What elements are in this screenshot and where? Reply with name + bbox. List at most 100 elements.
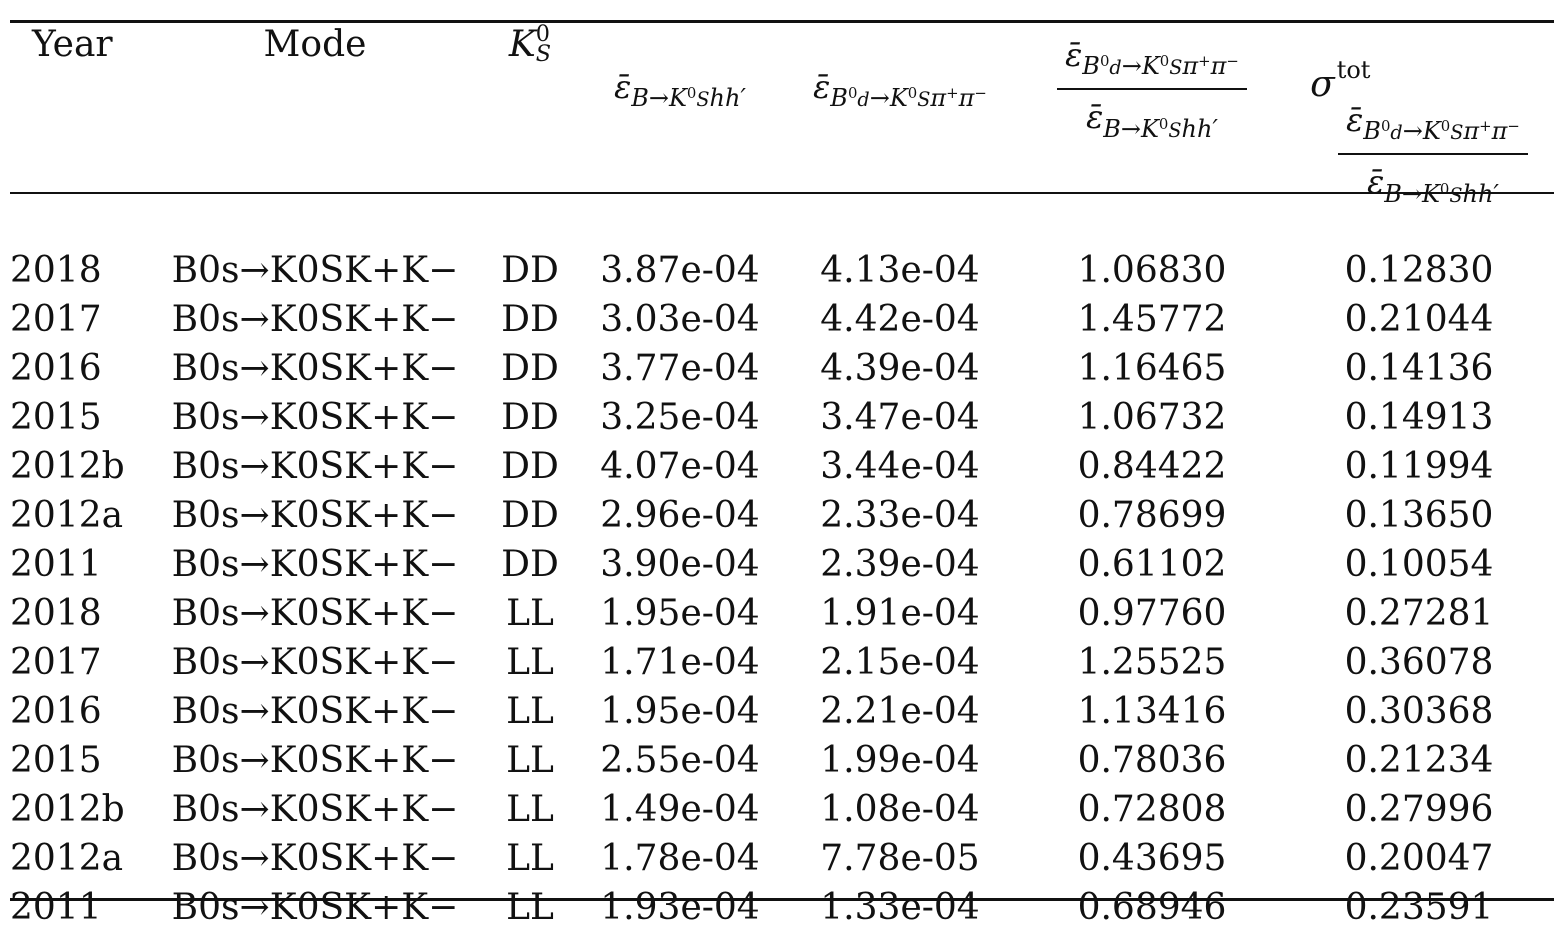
cell-ratio-text: 1.06732 <box>1077 397 1227 438</box>
cell-sigma-text: 0.13650 <box>1344 495 1494 536</box>
cell-mode: B0s→K0SK+K− <box>150 638 480 687</box>
header-year: Year <box>10 24 150 236</box>
cell-mode: B0s→K0SK+K− <box>150 687 480 736</box>
cell-ratio-text: 0.61102 <box>1077 544 1227 585</box>
cell-mode-text: B0s→K0SK+K− <box>171 887 459 928</box>
cell-eff-pipi-text: 2.39e-04 <box>820 544 980 585</box>
cell-eff-pipi-text: 1.33e-04 <box>820 887 980 928</box>
cell-ratio: 0.61102 <box>1020 540 1284 589</box>
ratio-fraction: ε̄B0d→K0Sπ+π− ε̄B→K0Shh′ <box>1057 36 1247 143</box>
cell-eff-pipi: 4.39e-04 <box>780 344 1020 393</box>
cell-sigma: 0.23591 <box>1284 883 1554 932</box>
cell-ks: LL <box>480 589 580 638</box>
cell-ks-text: LL <box>506 593 554 634</box>
sigma-fraction: ε̄B0d→K0Sπ+π− ε̄B→K0Shh′ <box>1338 101 1528 208</box>
cell-year-text: 2012b <box>10 789 125 830</box>
cell-ks: LL <box>480 736 580 785</box>
cell-eff-hh-text: 1.71e-04 <box>600 642 760 683</box>
cell-ratio: 0.97760 <box>1020 589 1284 638</box>
cell-eff-hh: 2.55e-04 <box>580 736 780 785</box>
cell-year-text: 2018 <box>10 250 102 291</box>
cell-ratio-text: 1.25525 <box>1077 642 1227 683</box>
cell-ks-text: LL <box>506 789 554 830</box>
cell-ks: DD <box>480 442 580 491</box>
cell-sigma: 0.21044 <box>1284 295 1554 344</box>
table-row: 2018 B0s→K0SK+K− LL 1.95e-04 1.91e-04 0.… <box>10 589 1554 638</box>
cell-eff-hh-text: 1.78e-04 <box>600 838 760 879</box>
cell-eff-pipi: 1.99e-04 <box>780 736 1020 785</box>
cell-eff-pipi: 1.08e-04 <box>780 785 1020 834</box>
table-row: 2012a B0s→K0SK+K− DD 2.96e-04 2.33e-04 0… <box>10 491 1554 540</box>
cell-sigma-text: 0.27281 <box>1344 593 1494 634</box>
cell-year: 2012b <box>10 785 150 834</box>
cell-year: 2018 <box>10 589 150 638</box>
cell-mode: B0s→K0SK+K− <box>150 295 480 344</box>
cell-year-text: 2018 <box>10 593 102 634</box>
cell-mode-text: B0s→K0SK+K− <box>171 740 459 781</box>
table-row: 2016 B0s→K0SK+K− LL 1.95e-04 2.21e-04 1.… <box>10 687 1554 736</box>
cell-ratio: 1.45772 <box>1020 295 1284 344</box>
table-row: 2017 B0s→K0SK+K− DD 3.03e-04 4.42e-04 1.… <box>10 295 1554 344</box>
cell-eff-pipi: 1.91e-04 <box>780 589 1020 638</box>
cell-mode: B0s→K0SK+K− <box>150 736 480 785</box>
table-body: 2018 B0s→K0SK+K− DD 3.87e-04 4.13e-04 1.… <box>10 236 1554 932</box>
cell-ratio-text: 1.06830 <box>1077 250 1227 291</box>
cell-ratio-text: 1.16465 <box>1077 348 1227 389</box>
cell-eff-hh: 3.03e-04 <box>580 295 780 344</box>
cell-year: 2015 <box>10 736 150 785</box>
cell-eff-hh-text: 2.96e-04 <box>600 495 760 536</box>
cell-year: 2018 <box>10 236 150 295</box>
header-mode-text: Mode <box>263 24 367 65</box>
cell-ks: LL <box>480 834 580 883</box>
cell-eff-pipi: 2.39e-04 <box>780 540 1020 589</box>
cell-eff-pipi-text: 1.91e-04 <box>820 593 980 634</box>
cell-eff-hh: 3.25e-04 <box>580 393 780 442</box>
cell-eff-pipi: 2.15e-04 <box>780 638 1020 687</box>
header-year-text: Year <box>32 24 113 65</box>
cell-eff-hh: 3.90e-04 <box>580 540 780 589</box>
cell-ks-text: DD <box>501 495 559 536</box>
cell-eff-hh: 1.95e-04 <box>580 687 780 736</box>
table-row: 2018 B0s→K0SK+K− DD 3.87e-04 4.13e-04 1.… <box>10 236 1554 295</box>
cell-ks-text: DD <box>501 299 559 340</box>
cell-year-text: 2012b <box>10 446 125 487</box>
cell-year-text: 2016 <box>10 691 102 732</box>
header-mode: Mode <box>150 24 480 236</box>
cell-mode-text: B0s→K0SK+K− <box>171 250 459 291</box>
cell-ratio: 0.68946 <box>1020 883 1284 932</box>
cell-eff-hh-text: 3.25e-04 <box>600 397 760 438</box>
cell-eff-pipi-text: 4.39e-04 <box>820 348 980 389</box>
cell-ratio-text: 0.97760 <box>1077 593 1227 634</box>
cell-mode-text: B0s→K0SK+K− <box>171 544 459 585</box>
cell-ratio: 1.25525 <box>1020 638 1284 687</box>
cell-mode: B0s→K0SK+K− <box>150 589 480 638</box>
cell-eff-pipi-text: 1.08e-04 <box>820 789 980 830</box>
cell-sigma: 0.11994 <box>1284 442 1554 491</box>
cell-year-text: 2016 <box>10 348 102 389</box>
cell-ks: DD <box>480 393 580 442</box>
cell-ks: LL <box>480 638 580 687</box>
cell-ratio: 0.78036 <box>1020 736 1284 785</box>
table-row: 2017 B0s→K0SK+K− LL 1.71e-04 2.15e-04 1.… <box>10 638 1554 687</box>
cell-ks: DD <box>480 295 580 344</box>
cell-ratio-text: 0.78699 <box>1077 495 1227 536</box>
cell-ks: LL <box>480 883 580 932</box>
table-bottom-rule <box>10 898 1554 901</box>
cell-sigma: 0.27281 <box>1284 589 1554 638</box>
cell-mode-text: B0s→K0SK+K− <box>171 348 459 389</box>
cell-eff-pipi: 2.33e-04 <box>780 491 1020 540</box>
cell-sigma-text: 0.14913 <box>1344 397 1494 438</box>
table-row: 2016 B0s→K0SK+K− DD 3.77e-04 4.39e-04 1.… <box>10 344 1554 393</box>
header-sigma: σtot ε̄B0d→K0Sπ+π− ε̄B→K0Shh′ <box>1284 24 1554 236</box>
cell-eff-hh-text: 1.93e-04 <box>600 887 760 928</box>
cell-eff-pipi-text: 7.78e-05 <box>820 838 980 879</box>
cell-ks-text: LL <box>506 887 554 928</box>
header-eff-hh: ε̄B→K0Shh′ <box>614 68 746 113</box>
cell-ratio: 0.84422 <box>1020 442 1284 491</box>
cell-sigma: 0.36078 <box>1284 638 1554 687</box>
cell-mode: B0s→K0SK+K− <box>150 393 480 442</box>
cell-year-text: 2015 <box>10 740 102 781</box>
header-ratio: ε̄B0d→K0Sπ+π− ε̄B→K0Shh′ <box>1020 24 1284 236</box>
